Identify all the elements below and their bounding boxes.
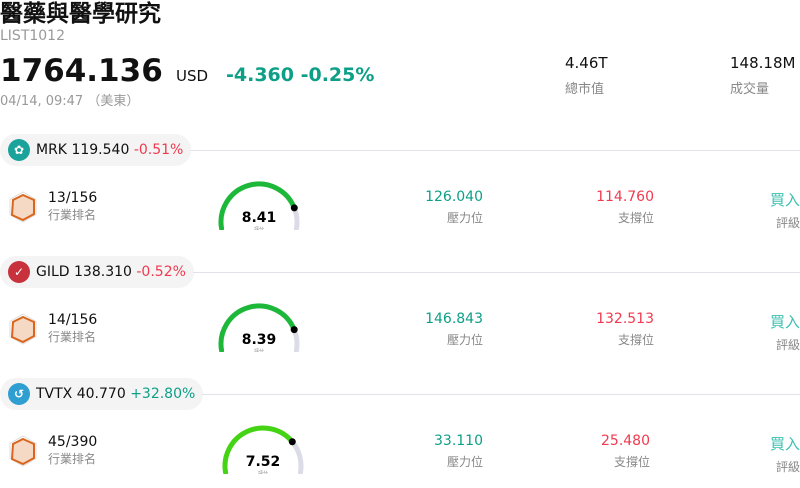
rating-value: 買入: [769, 191, 800, 209]
list-code: LIST1012: [0, 28, 65, 44]
volume-value: 148.18M: [730, 54, 796, 72]
stock-chip-gild[interactable]: ✓ GILD 138.310 -0.52%: [0, 256, 194, 288]
support: 132.513 支撐位: [596, 311, 654, 348]
ticker: MRK: [36, 142, 67, 158]
change-value: -4.360: [226, 64, 294, 86]
change-percent: -0.25%: [300, 64, 375, 86]
rating-value: 買入: [769, 435, 800, 453]
resistance: 146.843 壓力位: [425, 311, 483, 348]
stock-change: -0.51%: [133, 142, 184, 158]
score-value: 8.39: [242, 332, 277, 348]
gauge-track: [289, 439, 304, 474]
gauge-fill: [222, 425, 295, 474]
rating-value: 買入: [769, 313, 800, 331]
gilead-logo-icon: ✓: [8, 261, 30, 283]
industry-rank: 45/390 行業排名: [48, 434, 97, 467]
support: 114.760 支撐位: [596, 189, 654, 226]
timestamp: 04/14, 09:47 （美東）: [0, 94, 140, 109]
stock-change: +32.80%: [130, 386, 196, 402]
score-gauge: 8.41 評分: [218, 181, 300, 230]
gauge-marker: [290, 204, 298, 212]
ticker: TVTX: [36, 386, 73, 402]
score-gauge: 7.52 評分: [222, 425, 304, 474]
divider: [190, 150, 800, 151]
support-label: 支撐位: [617, 211, 654, 225]
rank-label: 行業排名: [48, 452, 97, 466]
rank-label: 行業排名: [48, 208, 97, 222]
rank-value: 13/156: [48, 190, 98, 206]
resistance-label: 壓力位: [446, 455, 483, 469]
travere-logo-icon: ↺: [8, 383, 30, 405]
radar-hexagon-icon: [9, 313, 37, 345]
resistance-value: 146.843: [425, 311, 483, 327]
score-gauge: 8.39 評分: [218, 303, 300, 352]
resistance: 126.040 壓力位: [425, 189, 483, 226]
stock-chip-tvtx[interactable]: ↺ TVTX 40.770 +32.80%: [0, 378, 204, 410]
stock-chip-mrk[interactable]: ✿ MRK 119.540 -0.51%: [0, 134, 192, 166]
resistance-label: 壓力位: [446, 211, 483, 225]
support-label: 支撐位: [617, 333, 654, 347]
rating[interactable]: 買入 評級: [770, 433, 800, 475]
merck-logo-icon: ✿: [8, 139, 30, 161]
radar-hexagon-icon: [9, 191, 37, 223]
divider: [202, 394, 800, 395]
page-title: 醫藥與醫學研究: [0, 1, 161, 27]
rating-label: 評級: [775, 216, 800, 230]
ticker: GILD: [36, 264, 70, 280]
stock-price: 119.540: [71, 142, 130, 158]
rating-label: 評級: [775, 338, 800, 352]
resistance: 33.110 壓力位: [434, 433, 483, 470]
volume-label: 成交量: [730, 82, 770, 97]
rating-label: 評級: [775, 460, 800, 474]
rating[interactable]: 買入 評級: [770, 189, 800, 231]
resistance-value: 33.110: [434, 433, 483, 449]
score-value: 7.52: [246, 454, 281, 470]
market-cap-label: 總市值: [565, 82, 605, 97]
resistance-value: 126.040: [425, 189, 483, 205]
support-value: 25.480: [601, 433, 650, 449]
score-label: 評分: [254, 348, 264, 352]
market-cap: 4.46T 總市值: [565, 54, 608, 97]
index-price: 1764.136: [0, 53, 163, 89]
price-change: -4.360 -0.25%: [226, 64, 374, 86]
score-value: 8.41: [242, 210, 277, 226]
stock-change: -0.52%: [136, 264, 186, 280]
support-value: 114.760: [596, 189, 654, 205]
divider: [193, 272, 800, 273]
score-label: 評分: [254, 226, 264, 230]
stock-price: 40.770: [76, 386, 126, 402]
currency: USD: [176, 67, 209, 85]
support-value: 132.513: [596, 311, 654, 327]
resistance-label: 壓力位: [446, 333, 483, 347]
stock-price: 138.310: [74, 264, 132, 280]
rank-label: 行業排名: [48, 330, 97, 344]
radar-hexagon-icon: [9, 435, 37, 467]
rank-value: 14/156: [48, 312, 98, 328]
market-cap-value: 4.46T: [565, 54, 608, 72]
gauge-marker: [290, 326, 298, 334]
industry-rank: 13/156 行業排名: [48, 190, 97, 223]
support-label: 支撐位: [613, 455, 650, 469]
rating[interactable]: 買入 評級: [770, 311, 800, 353]
score-label: 評分: [258, 470, 268, 474]
volume: 148.18M 成交量: [730, 54, 795, 97]
gauge-fill: [218, 303, 297, 352]
industry-rank: 14/156 行業排名: [48, 312, 97, 345]
gauge-fill: [218, 181, 297, 230]
support: 25.480 支撐位: [601, 433, 650, 470]
rank-value: 45/390: [48, 434, 98, 450]
gauge-marker: [288, 438, 296, 446]
